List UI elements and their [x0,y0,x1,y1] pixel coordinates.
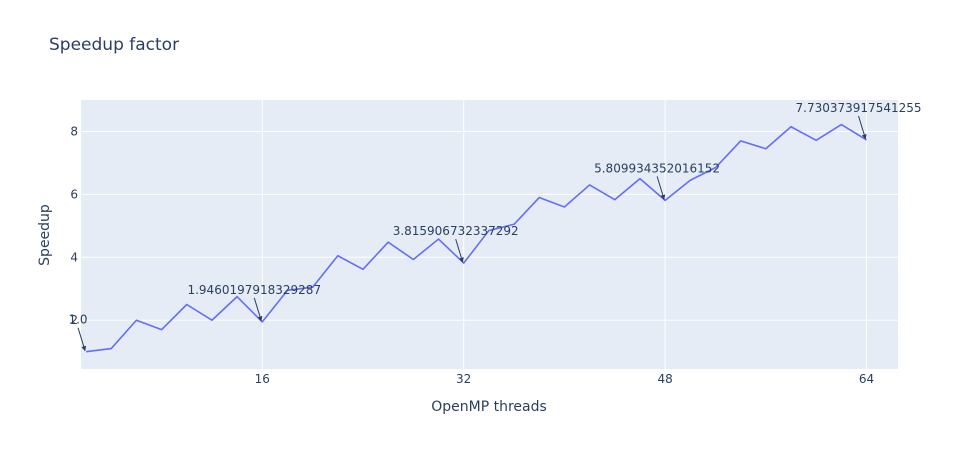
annotation-label: 7.730373917541255 [796,101,922,115]
annotation-label: 3.815906732337292 [393,224,519,238]
y-tick-label: 6 [70,187,78,201]
annotations-layer: 1.0 1.9460197918329287 3.815906732337292 5.… [68,101,922,352]
annotation-label: 1.9460197918329287 [187,283,321,297]
annotation-arrow [253,297,263,322]
x-tick-label: 64 [859,372,874,386]
annotation-label: 1.0 [68,313,87,327]
x-tick-label: 32 [456,372,471,386]
y-tick-label: 4 [70,250,78,264]
plot-area [81,100,898,369]
chart-title: Speedup factor [49,35,179,55]
x-axis-title: OpenMP threads [431,399,547,415]
y-axis-ticks: 2 4 6 8 [70,124,78,327]
annotation-label: 5.809934352016152 [594,161,720,175]
gridlines [81,100,898,369]
y-axis-title: Speedup [37,204,53,266]
annotation-arrow [858,115,867,140]
annotation-arrow [77,327,87,352]
series-layer [85,123,867,353]
series-line [85,123,867,353]
x-axis-ticks: 16 32 48 64 [255,372,875,386]
x-tick-label: 16 [255,372,270,386]
annotation-arrow [656,176,666,200]
annotation-arrow [455,238,464,263]
y-tick-label: 2 [70,313,78,327]
x-tick-label: 48 [657,372,672,386]
y-tick-label: 8 [70,124,78,138]
